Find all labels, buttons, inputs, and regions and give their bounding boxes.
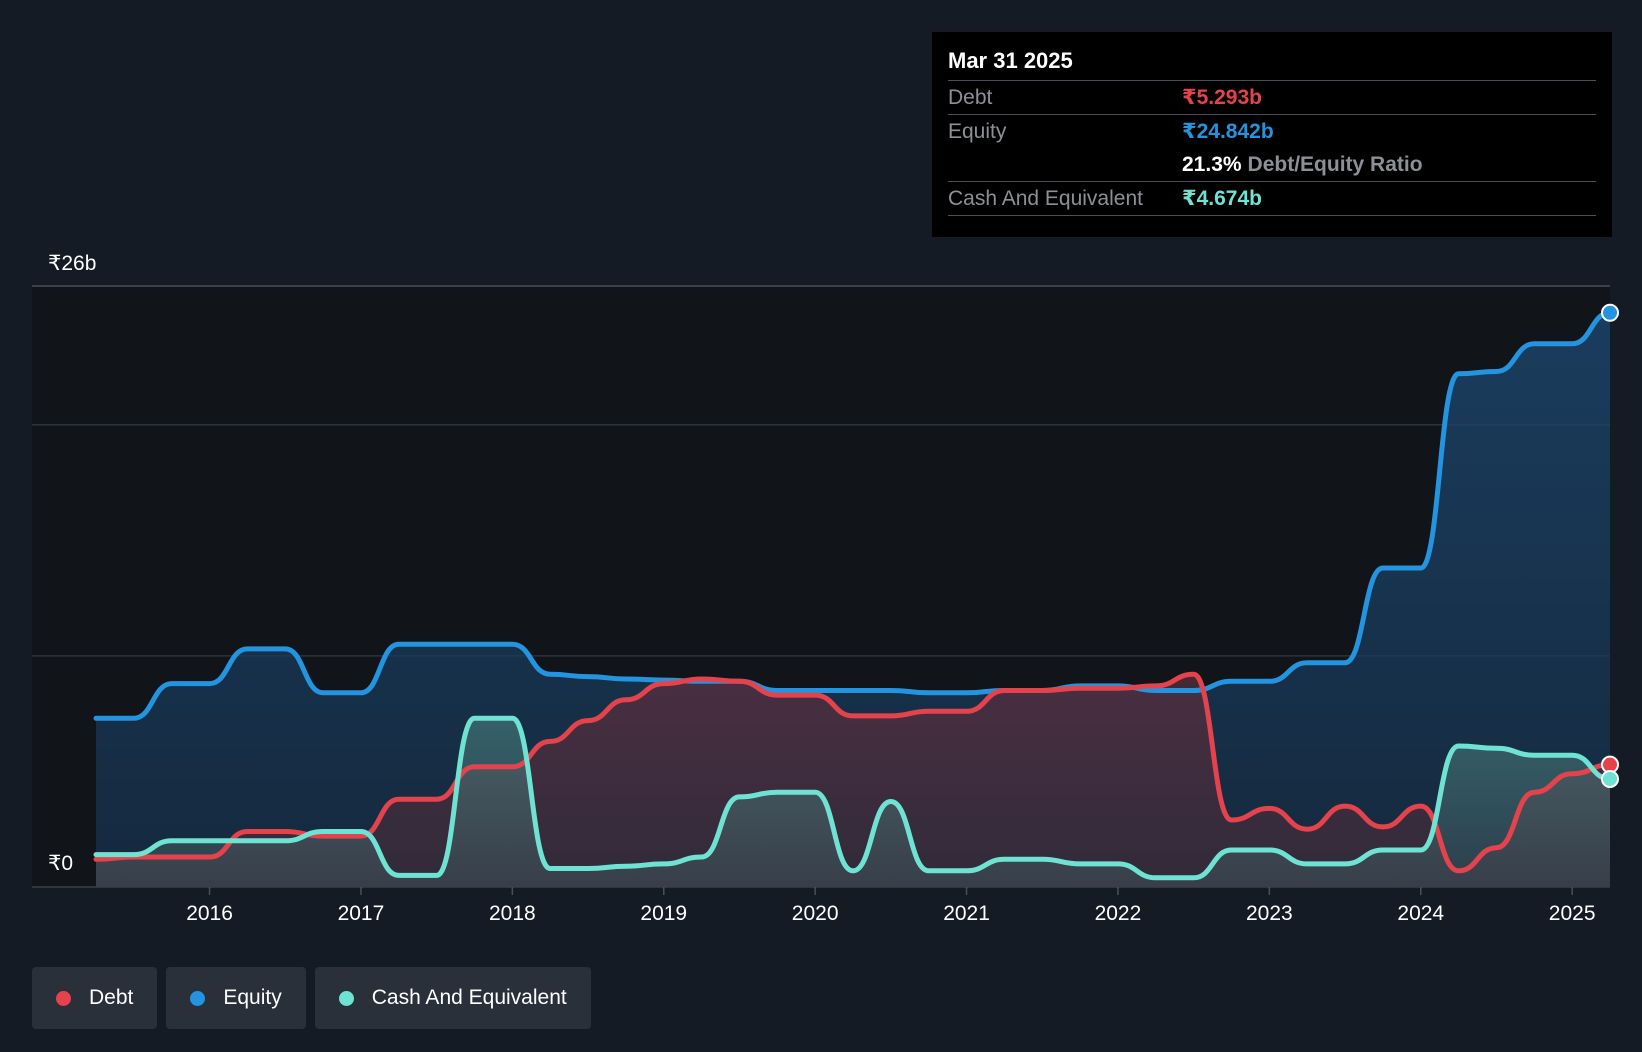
x-axis-ticks: 2016 2017 2018 2019 2020 2021 2022 2023 2024 2025 [186, 887, 1596, 925]
legend-item-equity[interactable]: Equity [166, 967, 306, 1029]
legend: Debt Equity Cash And Equivalent [32, 967, 591, 1029]
series-lines [93, 303, 1619, 881]
legend-item-debt[interactable]: Debt [32, 967, 158, 1029]
x-tick-label: 2024 [1397, 902, 1444, 925]
legend-dot-equity-icon [190, 990, 206, 1006]
cash-end-marker[interactable] [1601, 769, 1619, 788]
legend-label-equity: Equity [223, 986, 282, 1009]
y-axis-bottom-label: ₹0 [48, 852, 73, 875]
legend-dot-debt-icon [56, 990, 71, 1006]
tooltip-panel: Mar 31 2025 Debt ₹5.293b Equity ₹24.842b… [932, 32, 1612, 237]
x-tick-label: 2022 [1095, 902, 1142, 925]
tooltip-row-debt: Debt ₹5.293b [948, 80, 1596, 114]
tooltip-cash-label: Cash And Equivalent [948, 186, 1143, 210]
tooltip-row-ratio: 21.3% Debt/Equity Ratio [948, 148, 1596, 181]
debt-line [93, 671, 1613, 874]
legend-dot-cash-icon [338, 990, 354, 1006]
tooltip-equity-label: Equity [948, 119, 1007, 143]
equity-line [93, 310, 1613, 721]
x-tick-label: 2018 [489, 902, 536, 925]
tooltip-ratio-label: Debt/Equity Ratio [1247, 152, 1423, 176]
legend-label-cash: Cash And Equivalent [371, 986, 567, 1009]
x-tick-label: 2023 [1246, 902, 1293, 925]
x-tick-label: 2017 [338, 902, 385, 925]
tooltip-debt-value: ₹5.293b [1182, 86, 1262, 109]
equity-end-marker[interactable] [1601, 303, 1619, 322]
tooltip-row-cash: Cash And Equivalent ₹4.674b [948, 181, 1596, 216]
tooltip-cash-value: ₹4.674b [1182, 187, 1262, 210]
tooltip-debt-label: Debt [948, 85, 993, 109]
x-tick-label: 2019 [640, 902, 687, 925]
x-tick-label: 2021 [943, 902, 990, 925]
x-tick-label: 2020 [792, 902, 839, 925]
tooltip-ratio-value: 21.3% [1182, 152, 1242, 176]
cash-line [93, 715, 1613, 881]
x-tick-label: 2025 [1549, 902, 1596, 925]
legend-item-cash[interactable]: Cash And Equivalent [314, 967, 591, 1029]
legend-label-debt: Debt [89, 986, 134, 1009]
tooltip-equity-value: ₹24.842b [1182, 120, 1274, 143]
series-areas [96, 312, 1610, 887]
tooltip-date: Mar 31 2025 [948, 48, 1073, 73]
cash-area [96, 718, 1610, 887]
y-axis-top-label: ₹26b [48, 252, 96, 275]
x-tick-label: 2016 [186, 902, 233, 925]
debt-equity-chart: 2016 2017 2018 2019 2020 2021 2022 2023 2024 2025… [32, 252, 1619, 925]
tooltip-row-equity: Equity ₹24.842b [948, 114, 1596, 148]
